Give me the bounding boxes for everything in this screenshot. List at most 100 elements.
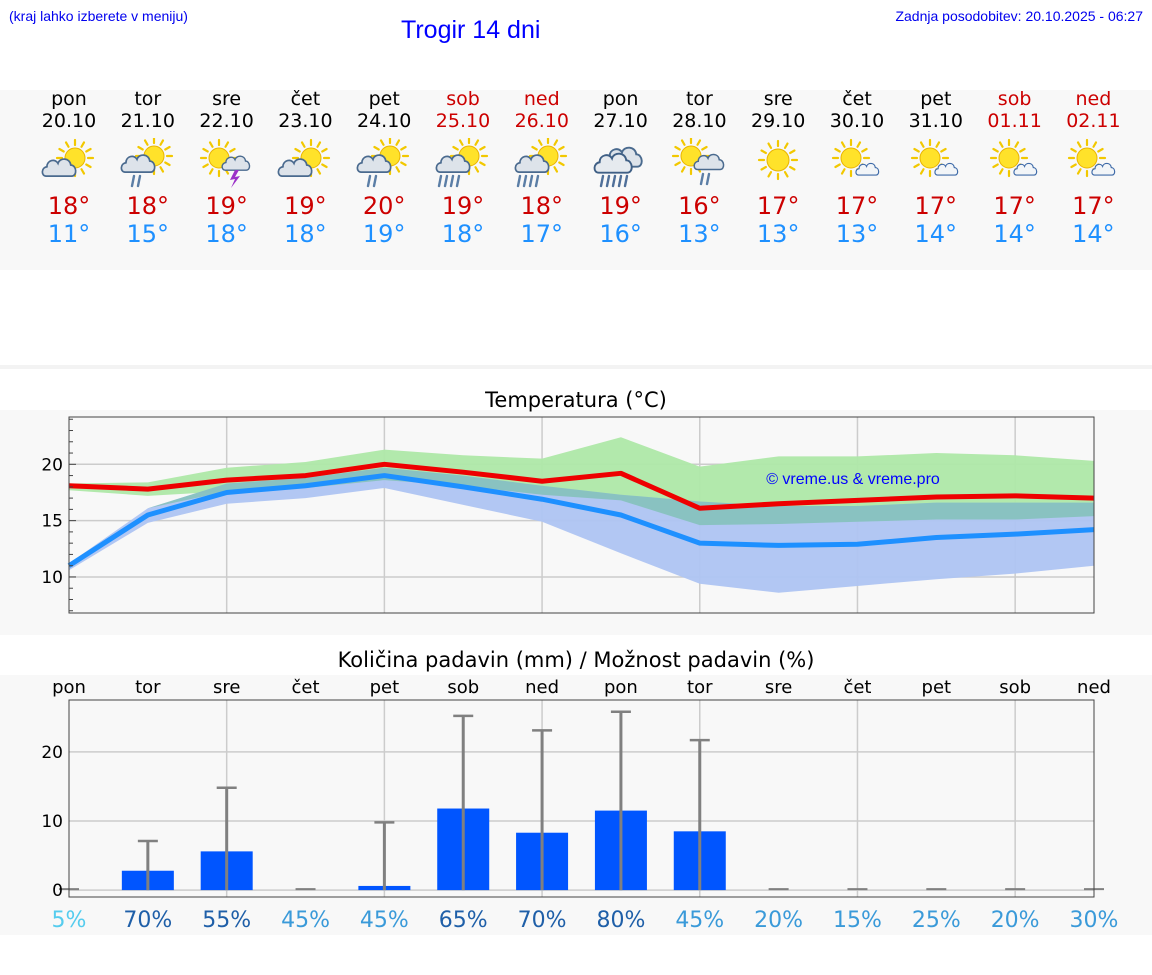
- x-category-label: pet: [922, 677, 952, 698]
- y-tick-label: 10: [41, 812, 63, 832]
- x-category-label: sob: [447, 677, 479, 698]
- temp-min: 17°: [520, 220, 564, 248]
- temperature-chart: 10 15 20 © vreme.us & vreme.pro: [41, 416, 1095, 614]
- temp-max: 19°: [599, 192, 642, 220]
- day-date: 25.10: [435, 110, 491, 132]
- rain-drops: [130, 174, 141, 188]
- partly-cloudy-icon: [41, 138, 95, 178]
- x-category-label: sob: [999, 677, 1031, 698]
- day-date: 20.10: [41, 110, 97, 132]
- temp-min: 16°: [599, 220, 642, 248]
- rain-drops: [599, 174, 628, 188]
- partly-cloudy-heavy-rain-icon: [514, 138, 567, 188]
- axes-frame: [68, 699, 1095, 898]
- sun-thunderstorm-icon: [199, 138, 250, 188]
- temp-min: 13°: [756, 220, 800, 248]
- partly-cloudy-rain-icon: [356, 138, 410, 188]
- x-category-label: pet: [370, 677, 400, 698]
- sun-small-cloud-icon: [989, 138, 1037, 178]
- temp-max: 18°: [126, 192, 170, 220]
- sun-shape: [831, 138, 871, 178]
- temp-max: 18°: [47, 192, 91, 220]
- cloud-shape: [1091, 162, 1116, 176]
- precip-probability: 80%: [596, 908, 645, 933]
- band-overlap: [69, 467, 1094, 564]
- precip-probability: 45%: [360, 908, 409, 933]
- cloud-shape: [356, 154, 392, 173]
- precip-probability: 70%: [123, 908, 172, 933]
- cloud-shape: [934, 162, 959, 176]
- precip-probability: 5%: [52, 908, 87, 933]
- watermark: © vreme.us & vreme.pro: [766, 471, 940, 488]
- rain-drops: [700, 172, 711, 186]
- temp-min: 14°: [993, 220, 1036, 248]
- temp-max: 17°: [756, 192, 800, 220]
- cloud-shape: [221, 155, 250, 171]
- max-temp-line: [68, 461, 1095, 511]
- rain-drops: [437, 174, 461, 188]
- y-tick-label: 0: [52, 881, 63, 901]
- x-category-label: ned: [525, 677, 559, 698]
- x-category-label: tor: [135, 677, 161, 698]
- rain-drops: [516, 174, 539, 188]
- precip-probability: 55%: [202, 908, 251, 933]
- y-tick-label: 20: [41, 455, 63, 475]
- day-name: pet: [368, 88, 400, 110]
- y-tick-label: 15: [41, 512, 63, 532]
- x-category-label: pon: [52, 677, 86, 698]
- temp-max: 18°: [520, 192, 564, 220]
- temp-max: 17°: [835, 192, 879, 220]
- cloudy-heavy-rain-icon: [593, 146, 643, 188]
- temp-min: 18°: [284, 220, 327, 248]
- day-name: pon: [51, 88, 87, 110]
- y-tick-label: 20: [41, 743, 63, 763]
- temp-min: 18°: [205, 220, 248, 248]
- precipitation-chart: 0 10 20 pon tor sre čet pet sob ned pon tor sre čet pe…: [41, 677, 1119, 933]
- x-category-label: čet: [843, 677, 871, 698]
- cloud-shape: [277, 158, 313, 177]
- day-name: sob: [997, 88, 1032, 110]
- temp-max: 19°: [205, 192, 248, 220]
- day-name: tor: [685, 88, 713, 110]
- day-column: pet 24.10 20° 19°: [344, 88, 424, 248]
- cloud-shape: [120, 154, 156, 173]
- precipitation-chart-title: Količina padavin (mm) / Možnost padavin …: [337, 648, 815, 672]
- day-date: 29.10: [750, 110, 806, 132]
- sun-small-cloud-icon: [910, 138, 959, 178]
- y-tick-label: 10: [41, 568, 63, 588]
- min-temp-line: [67, 473, 1095, 568]
- day-column: pet 31.10 17° 14°: [896, 88, 976, 248]
- day-name: čet: [290, 88, 321, 110]
- temp-min: 14°: [1072, 220, 1115, 248]
- cloud-shape: [435, 154, 471, 173]
- partly-cloudy-heavy-rain-icon: [435, 138, 489, 188]
- day-column: tor 21.10 18° 15°: [108, 88, 188, 248]
- temp-max: 16°: [678, 192, 721, 220]
- day-column: sre 22.10 19° 18°: [187, 88, 267, 248]
- cloud-shape: [1012, 162, 1037, 176]
- temp-max: 17°: [1072, 192, 1115, 220]
- temp-max: 19°: [441, 192, 485, 220]
- day-name: sre: [763, 88, 793, 110]
- precip-probability: 45%: [675, 908, 724, 933]
- sun-icon: [758, 139, 799, 181]
- precip-probability: 70%: [518, 908, 567, 933]
- day-date: 24.10: [356, 110, 412, 132]
- cloud-shape: [855, 162, 880, 176]
- x-category-label: sre: [765, 677, 792, 698]
- day-name: pon: [602, 88, 639, 110]
- day-date: 01.11: [987, 110, 1042, 132]
- precip-probability: 30%: [1070, 908, 1119, 933]
- page-title: Trogir 14 dni: [401, 16, 541, 44]
- temp-min: 18°: [441, 220, 485, 248]
- cloud-shape: [41, 158, 77, 177]
- day-column: sob 25.10 19° 18°: [423, 88, 503, 248]
- rain-drops: [366, 174, 378, 188]
- temp-min: 19°: [362, 220, 406, 248]
- day-column: tor 28.10 16° 13°: [659, 88, 739, 248]
- sun-shape: [758, 139, 799, 181]
- temp-max: 17°: [914, 192, 958, 220]
- day-name: ned: [1075, 88, 1112, 110]
- temp-max: 17°: [993, 192, 1036, 220]
- temp-max: 19°: [284, 192, 327, 220]
